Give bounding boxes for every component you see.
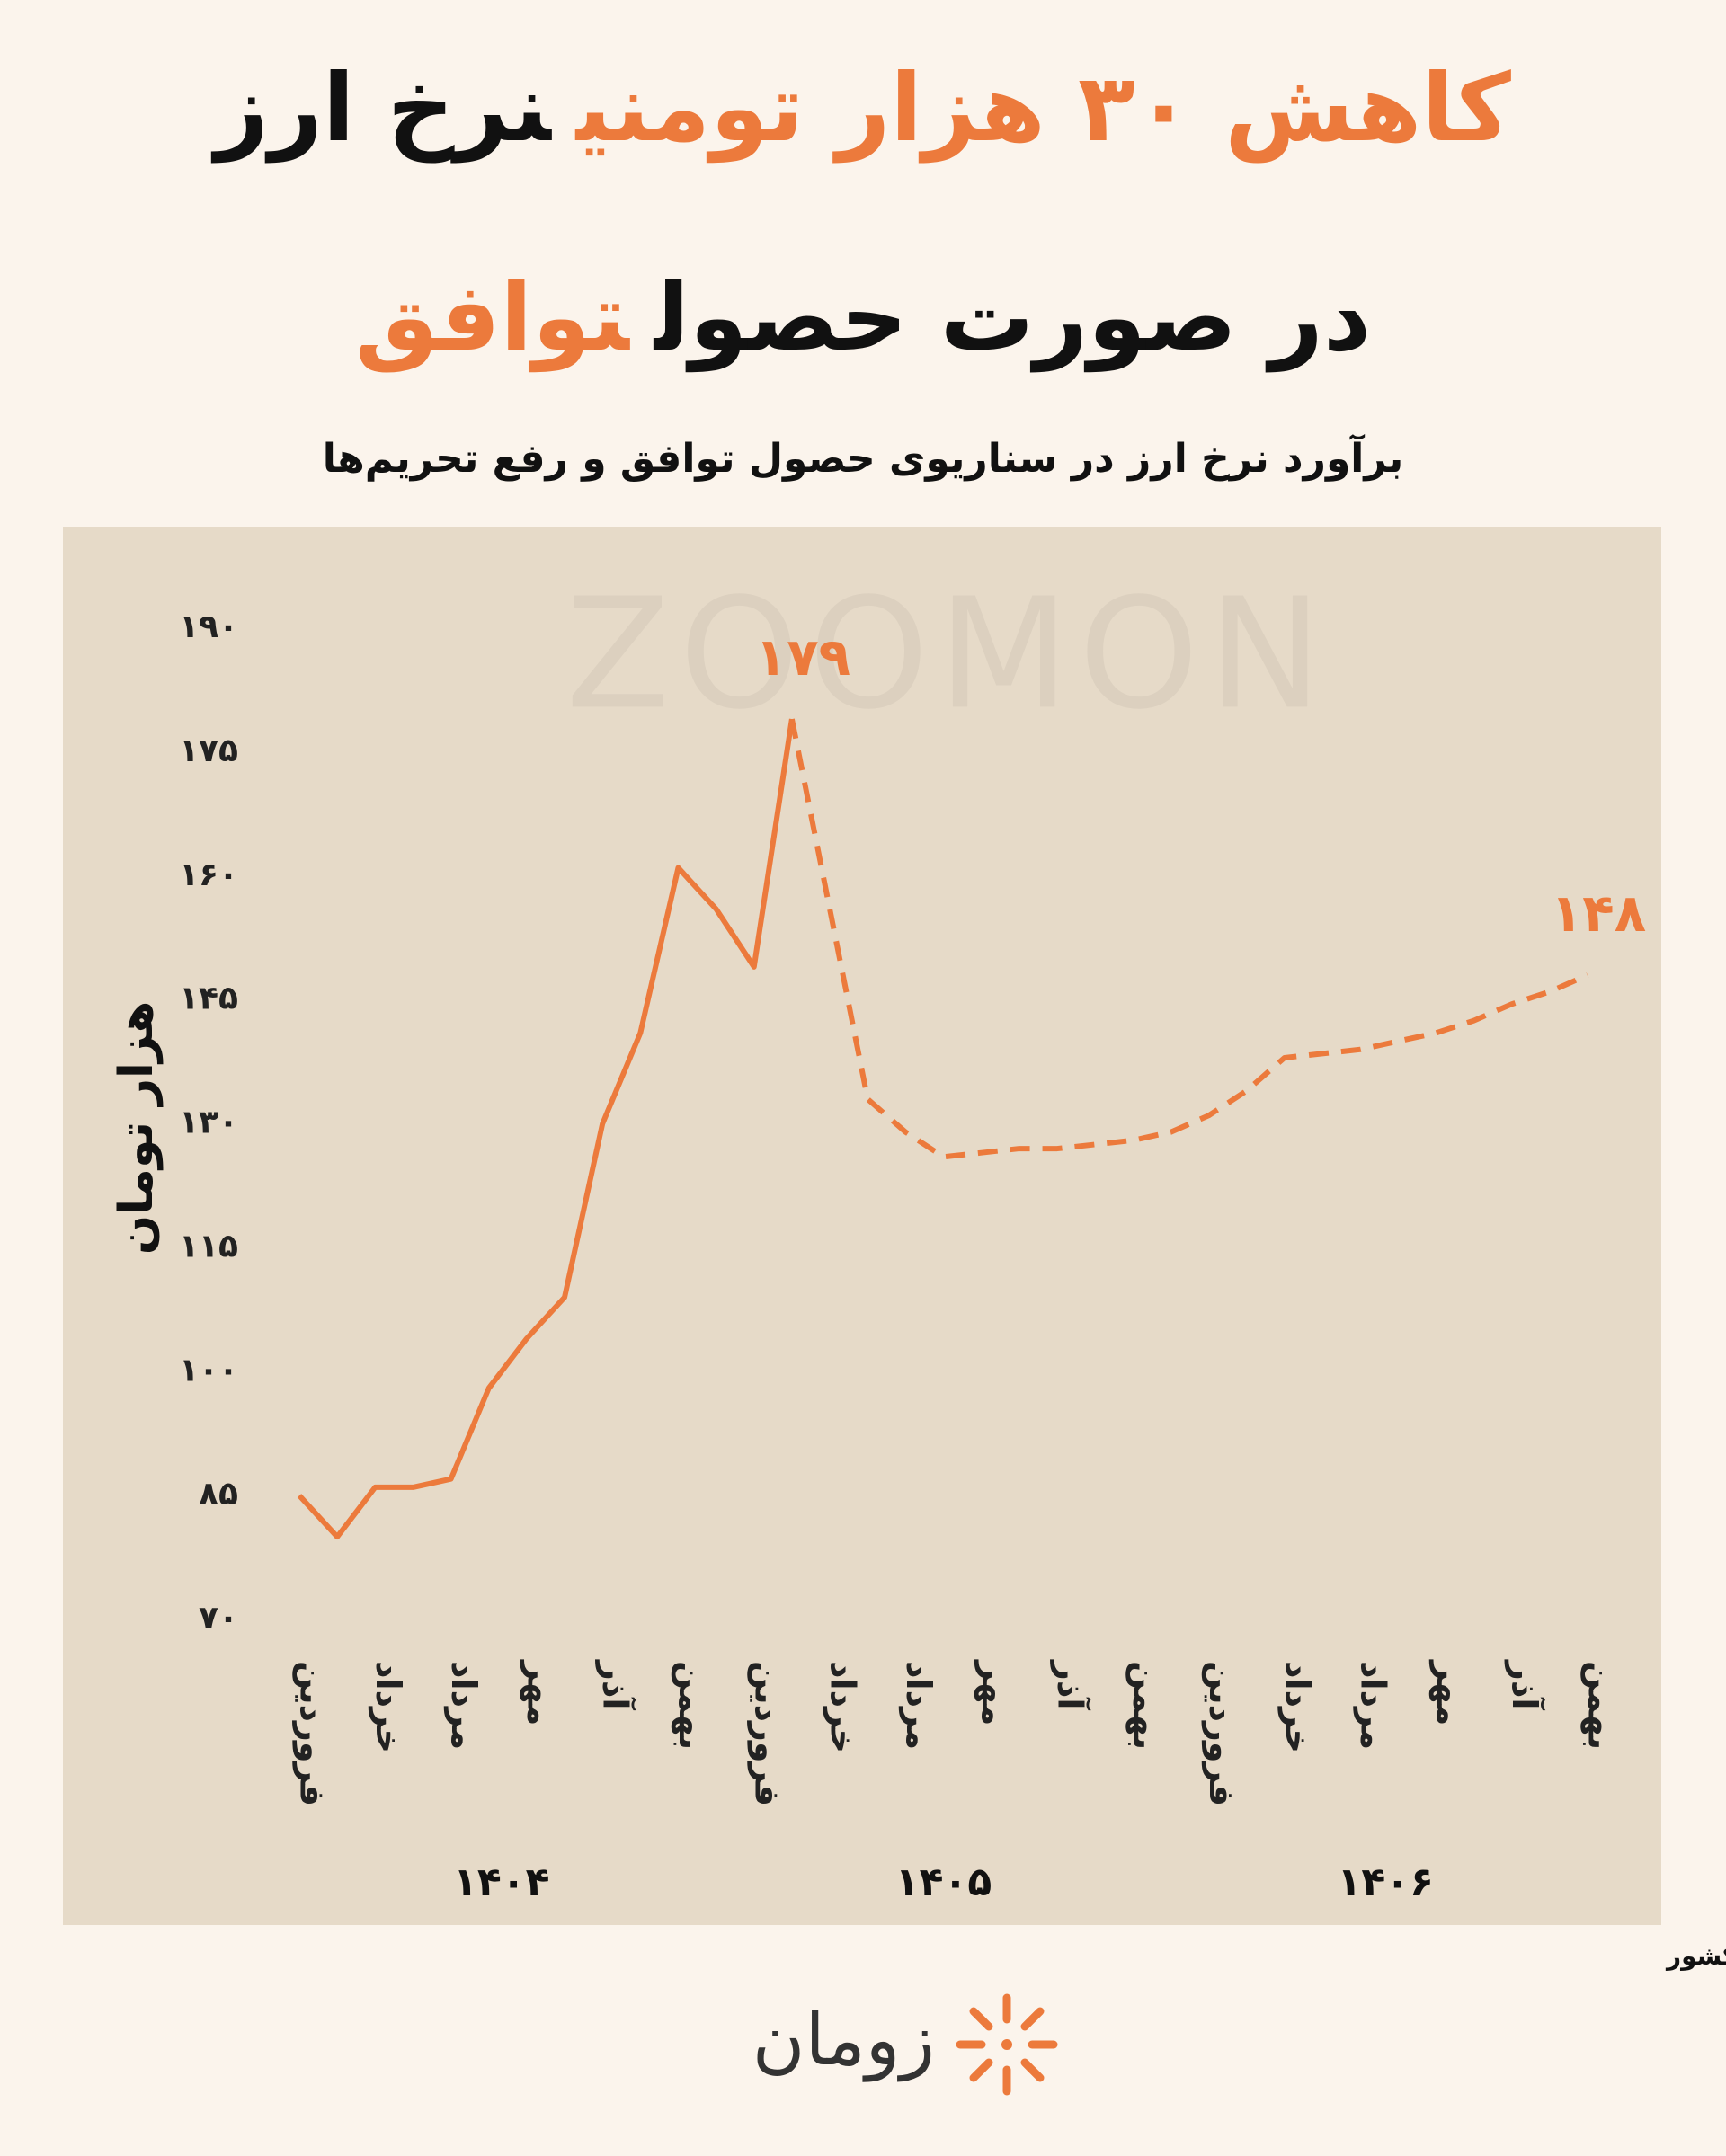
x-tick-label: بهمن	[672, 1661, 711, 1750]
y-tick-label: ۱۳۰	[179, 1105, 238, 1141]
x-tick-label: فروردین	[746, 1661, 787, 1806]
x-tick-label: آذر	[596, 1659, 637, 1710]
x-tick-label: فروردین	[292, 1661, 333, 1806]
plot-background	[63, 527, 1661, 1925]
y-axis-label: هزار تومان	[110, 1001, 164, 1255]
y-tick-label: ۱۴۵	[179, 980, 238, 1017]
x-tick-label: مهر	[520, 1659, 559, 1726]
title-line: در صورت حصولتوافق	[0, 259, 1726, 376]
watermark: ZOOMON	[565, 565, 1331, 743]
logo-icon	[956, 1993, 1058, 2096]
title-part: نرخ ارز	[215, 53, 551, 163]
value-label: ۱۴۸	[1551, 883, 1646, 944]
x-group-label: ۱۴۰۴	[453, 1859, 549, 1905]
y-tick-label: ۱۹۰	[179, 608, 238, 645]
x-tick-label: مرداد	[899, 1661, 939, 1750]
y-tick-label: ۱۰۰	[179, 1352, 238, 1389]
title-part: کاهش ۳۰ هزار تومنی	[575, 53, 1511, 163]
x-group-label: ۱۴۰۵	[895, 1859, 992, 1905]
subtitle: برآورد نرخ ارز در سناریوی حصول توافق و ر…	[322, 436, 1404, 482]
x-tick-label: فروردین	[1201, 1661, 1241, 1806]
line	[788, 718, 1589, 1160]
source: منبع داده: سازمان برنامه و بودجه کشور	[1665, 1941, 1726, 1971]
x-tick-label: خرداد	[823, 1661, 863, 1753]
x-tick-label: مهر	[1429, 1659, 1469, 1726]
title-part: توافق	[354, 262, 629, 372]
title-part: در صورت حصول	[654, 262, 1372, 372]
x-tick-label: مهر	[974, 1659, 1014, 1726]
x-tick-label: بهمن	[1126, 1661, 1166, 1750]
line	[297, 718, 795, 1540]
value-label: ۱۷۹	[755, 626, 850, 688]
x-tick-label: مرداد	[444, 1661, 484, 1750]
logo-text: زومان	[752, 1998, 935, 2082]
x-tick-label: خرداد	[1277, 1661, 1317, 1753]
x-tick-label: آذر	[1505, 1659, 1546, 1710]
x-tick-label: بهمن	[1581, 1661, 1621, 1750]
x-tick-label: خرداد	[369, 1661, 408, 1753]
y-tick-label: ۱۱۵	[179, 1228, 238, 1264]
x-group-label: ۱۴۰۶	[1338, 1859, 1434, 1905]
title-line: کاهش ۳۰ هزار تومنینرخ ارز	[0, 49, 1726, 166]
y-tick-label: ۷۰	[199, 1600, 238, 1637]
y-tick-label: ۱۶۰	[179, 856, 238, 893]
x-tick-label: آذر	[1050, 1659, 1091, 1710]
x-tick-label: مرداد	[1354, 1661, 1393, 1750]
y-tick-label: ۱۷۵	[179, 732, 238, 769]
y-tick-label: ۸۵	[199, 1476, 238, 1513]
